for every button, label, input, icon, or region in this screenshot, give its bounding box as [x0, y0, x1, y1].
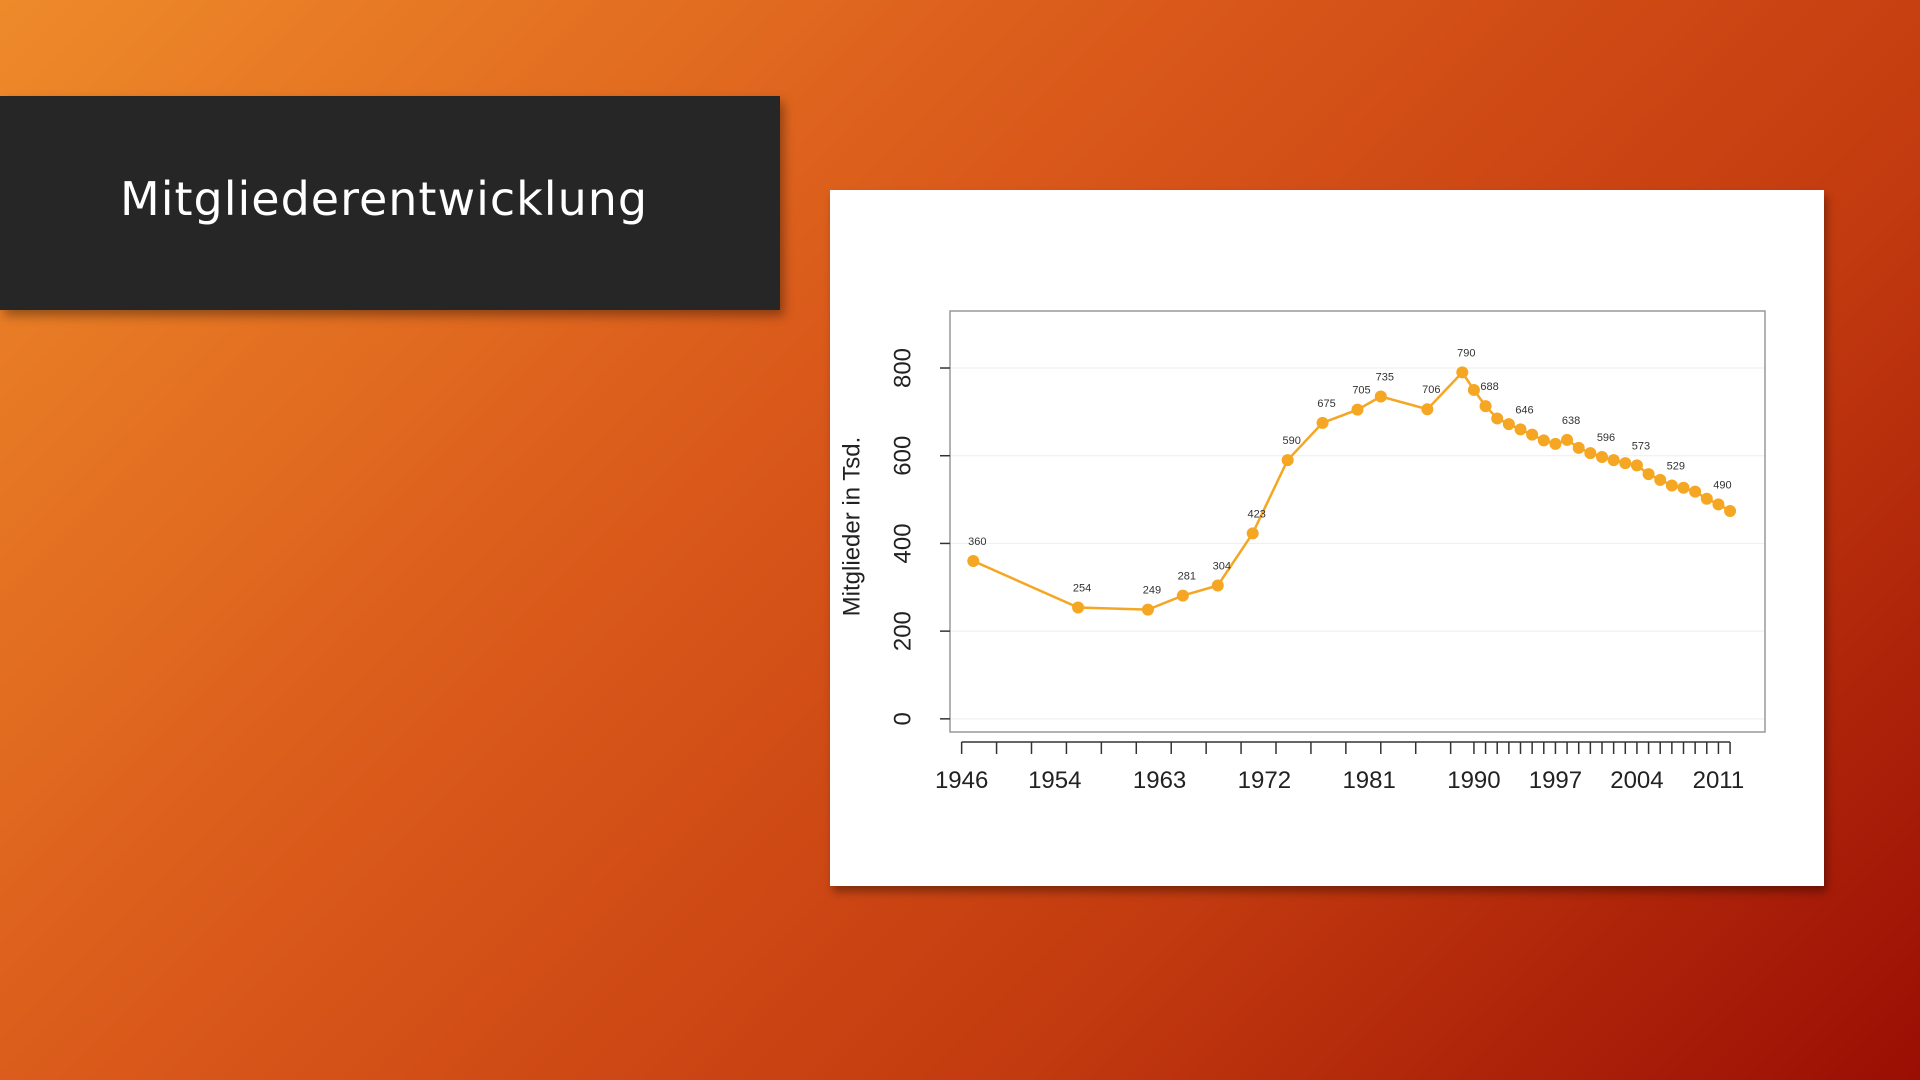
data-point: [1607, 454, 1620, 467]
data-point: [1316, 416, 1329, 429]
data-label: 490: [1713, 479, 1731, 491]
data-label: 638: [1562, 415, 1580, 427]
y-tick-label: 200: [889, 611, 916, 651]
data-point: [1141, 603, 1154, 616]
data-point: [1665, 479, 1678, 492]
data-label: 360: [968, 536, 986, 548]
data-point: [1456, 366, 1469, 379]
data-point: [1596, 451, 1608, 464]
x-tick-label: 1946: [935, 767, 988, 794]
data-label: 573: [1632, 440, 1650, 452]
data-point: [1421, 403, 1434, 416]
data-point: [1537, 434, 1550, 447]
data-label: 705: [1352, 385, 1370, 397]
data-point: [1351, 403, 1364, 416]
plot-frame: [949, 310, 1766, 733]
data-point: [1176, 589, 1189, 602]
data-point: [1211, 579, 1224, 592]
data-point: [1712, 498, 1725, 511]
x-tick-label: 2011: [1693, 767, 1745, 794]
data-label: 529: [1667, 461, 1685, 473]
data-point: [1072, 601, 1085, 614]
series-line: [972, 370, 1731, 611]
x-tick-label: 1954: [1028, 767, 1081, 794]
data-label: 675: [1317, 398, 1335, 410]
data-point: [1584, 447, 1597, 460]
data-point: [1689, 485, 1702, 498]
data-point: [1514, 423, 1527, 436]
x-tick-label: 1990: [1447, 767, 1500, 794]
x-tick-label: 1997: [1529, 767, 1582, 794]
data-label: 688: [1480, 381, 1498, 393]
data-point: [1526, 428, 1539, 441]
x-tick-label: 1972: [1238, 767, 1291, 794]
data-point: [1281, 454, 1294, 467]
data-label: 706: [1422, 384, 1440, 396]
data-point: [1549, 437, 1562, 450]
y-axis-title: Mitglieder in Tsd.: [838, 437, 865, 617]
x-tick-label: 1981: [1342, 767, 1395, 794]
data-point: [1724, 504, 1737, 517]
data-label: 646: [1515, 404, 1533, 416]
x-tick-label: 2004: [1610, 767, 1663, 794]
data-label: 281: [1178, 571, 1196, 583]
data-label: 596: [1597, 432, 1615, 444]
data-label: 304: [1213, 561, 1231, 573]
data-point: [1642, 468, 1655, 481]
slide-title: Mitgliederentwicklung: [120, 172, 649, 226]
data-point: [1374, 390, 1387, 403]
y-tick-label: 800: [889, 348, 916, 388]
data-label: 423: [1248, 508, 1266, 520]
data-label: 249: [1143, 585, 1161, 597]
data-point: [1479, 400, 1492, 413]
y-tick-label: 0: [889, 712, 916, 725]
data-point: [1502, 418, 1515, 431]
data-point: [1572, 441, 1585, 454]
data-label: 590: [1282, 435, 1300, 447]
data-point: [1561, 433, 1574, 446]
data-point: [1677, 481, 1690, 494]
data-point: [1630, 459, 1643, 472]
membership-line-chart: 0 200 400 600 800 Mitglieder in Tsd. 1946 1954 1…: [838, 310, 1766, 794]
data-point: [1491, 412, 1504, 425]
data-point: [1246, 527, 1259, 540]
x-tick-label: 1963: [1133, 767, 1186, 794]
data-label: 735: [1376, 372, 1394, 384]
chart-card: 0 200 400 600 800 Mitglieder in Tsd. 1946 1954 1…: [830, 190, 1824, 886]
data-label: 254: [1073, 582, 1091, 594]
y-tick-label: 600: [889, 436, 916, 476]
data-point: [967, 554, 980, 567]
data-point: [1700, 492, 1713, 505]
data-point: [1654, 473, 1667, 486]
y-tick-label: 400: [889, 523, 916, 563]
data-point: [1619, 457, 1632, 470]
title-banner: [0, 96, 780, 310]
data-point: [1467, 383, 1480, 396]
data-label: 790: [1457, 347, 1475, 359]
